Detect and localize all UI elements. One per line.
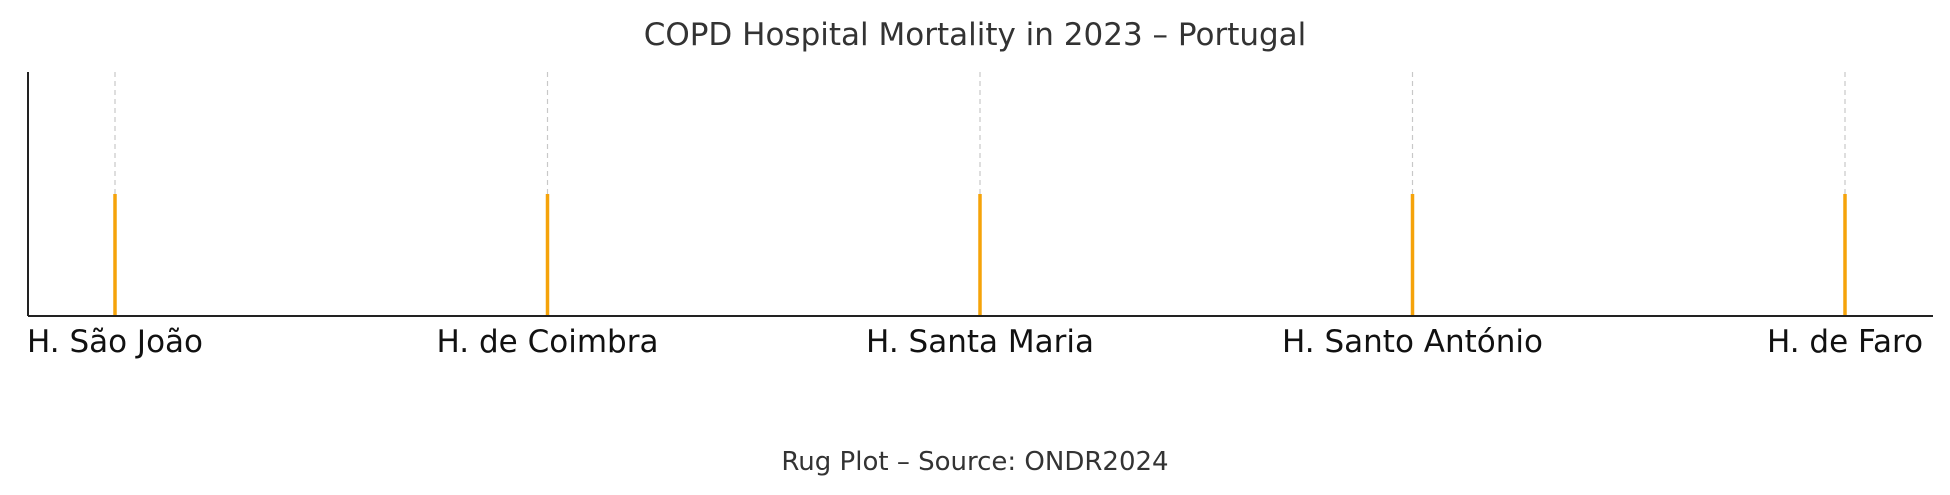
chart-title: COPD Hospital Mortality in 2023 – Portug… (644, 17, 1307, 53)
rug-marks (113, 194, 1847, 316)
x-tick-label-h-de-coimbra: H. de Coimbra (437, 324, 659, 360)
x-tick-labels: H. São João H. de Coimbra H. Santa Maria H.… (27, 324, 1923, 360)
chart-caption: Rug Plot – Source: ONDR2024 (781, 447, 1168, 477)
x-tick-label-h-santa-maria: H. Santa Maria (866, 324, 1094, 360)
x-tick-label-h-de-faro: H. de Faro (1767, 324, 1923, 360)
x-tick-label-h-sao-joao: H. São João (27, 324, 203, 360)
x-tick-label-h-santo-antonio: H. Santo António (1282, 324, 1543, 360)
